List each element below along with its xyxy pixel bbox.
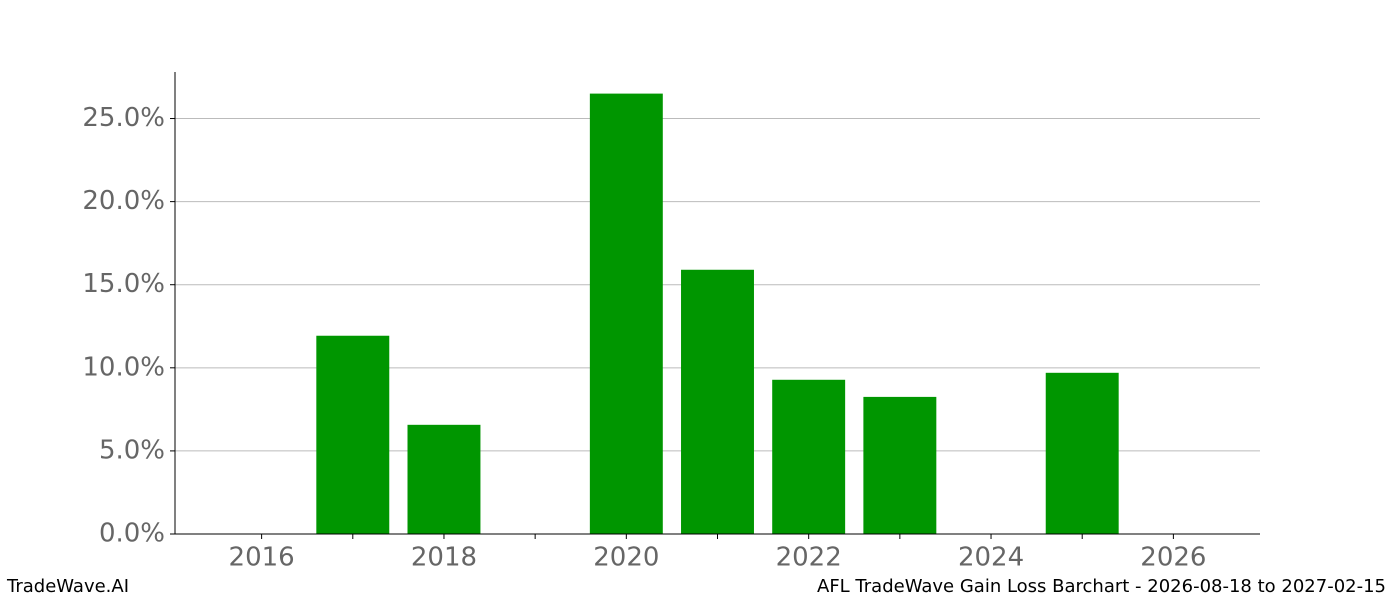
bar [681,269,754,534]
bar [316,335,390,534]
y-tick-label: 0.0% [99,519,165,549]
x-tick-label: 2024 [958,543,1024,573]
bar [407,424,481,534]
bar [863,396,937,534]
bar [772,379,846,534]
y-tick-label: 10.0% [82,352,165,382]
footer-right: AFL TradeWave Gain Loss Barchart - 2026-… [817,576,1386,597]
x-tick-label: 2018 [411,543,477,573]
x-tick-label: 2022 [776,543,842,573]
y-tick-label: 15.0% [82,269,165,299]
y-tick-label: 5.0% [99,435,165,465]
bar [589,93,663,535]
x-tick-label: 2016 [229,543,295,573]
y-tick-label: 20.0% [82,186,165,216]
x-tick-label: 2020 [593,543,659,573]
footer-left: TradeWave.AI [6,576,129,597]
y-tick-label: 25.0% [82,103,165,133]
bar [1045,372,1119,534]
x-tick-label: 2026 [1140,543,1206,573]
